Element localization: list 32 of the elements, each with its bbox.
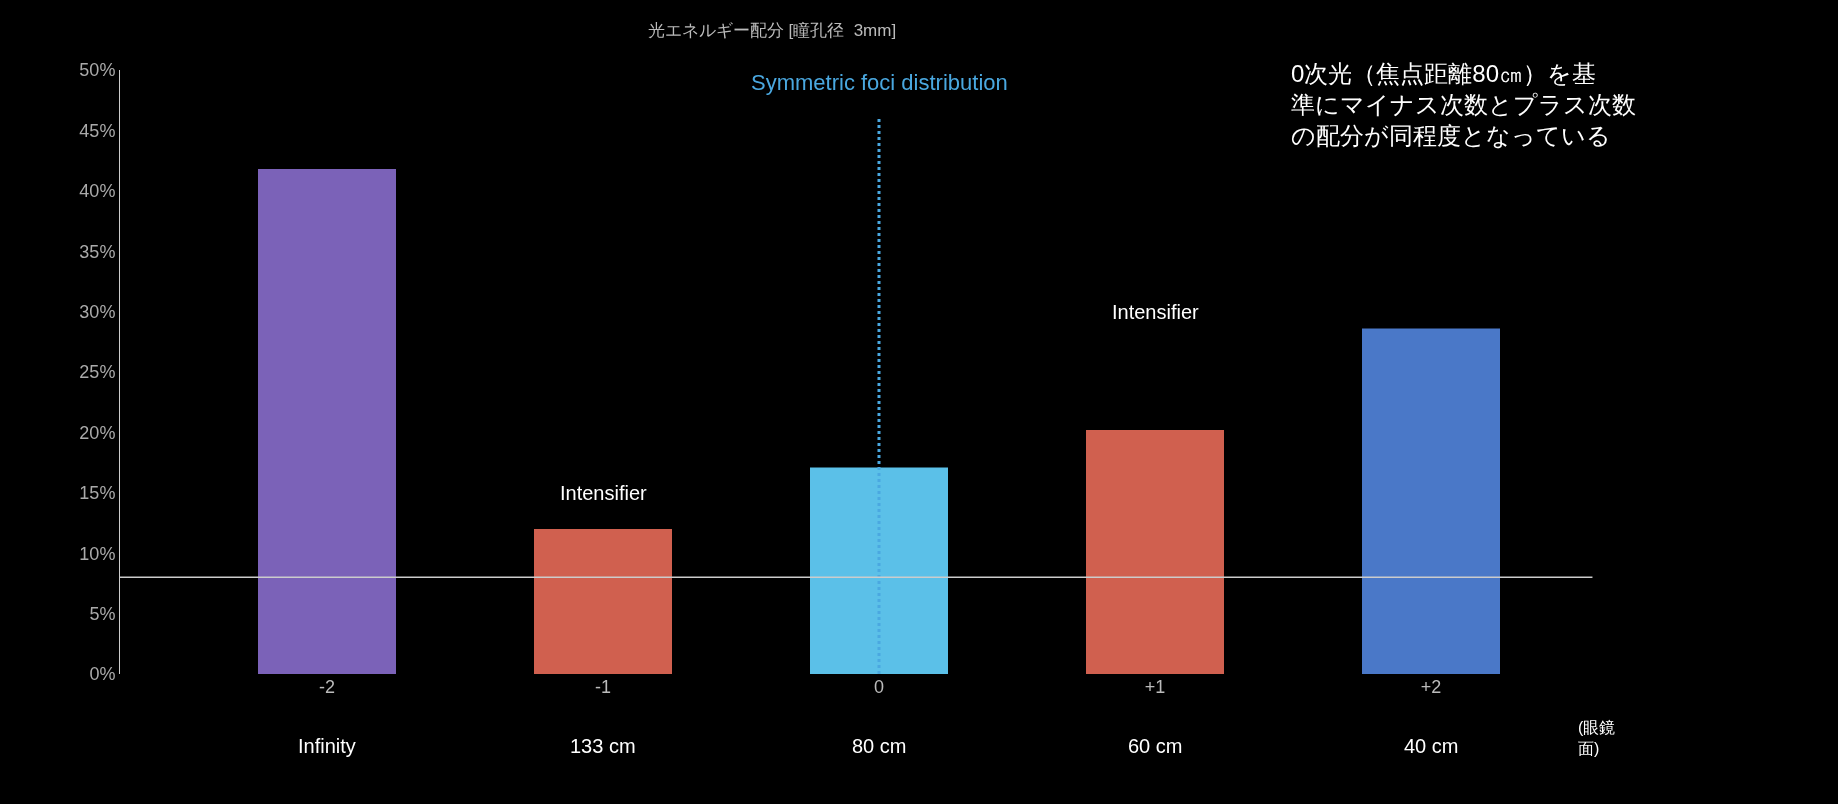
x-tick-label: 0 [873,677,885,697]
y-tick-label: 25% [79,362,116,383]
y-tick-label: 0% [89,664,116,685]
bar [810,467,948,674]
y-tick-label: 15% [79,483,116,504]
text: 60 cm [1128,735,1183,757]
bar [1086,429,1224,674]
y-tick-label: 45% [79,120,116,141]
bar [258,169,396,674]
text: Infinity [298,735,356,757]
bar [534,529,672,674]
text: 40 cm [1404,735,1459,757]
y-tick-label: 40% [79,181,116,202]
bar [1362,328,1500,674]
x-tick-label: +2 [1420,677,1442,697]
y-tick-label: 20% [79,422,116,443]
chart-title: 光エネルギー配分 [瞳孔径 3mm] [647,21,897,41]
x-tick-label: -1 [594,677,612,697]
y-tick-label: 5% [89,603,116,624]
annotation: Intensifier [560,482,648,504]
x-tick-label: -2 [318,677,336,697]
text: (眼鏡面) [1578,719,1616,757]
annotation: 0次光（焦点距離80㎝）を基準にマイナス次数とプラス次数の配分が同程度となっている [1291,60,1636,150]
ref-line-label: Symmetric foci distribution [751,70,1008,95]
y-tick-label: 50% [79,60,116,81]
text: 80 cm [852,735,907,757]
y-tick-label: 10% [79,543,116,564]
annotation: Intensifier [1112,301,1200,323]
y-tick-label: 30% [79,301,116,322]
x-tick-label: +1 [1144,677,1166,697]
y-tick-label: 35% [79,241,116,262]
text: 133 cm [570,735,636,757]
